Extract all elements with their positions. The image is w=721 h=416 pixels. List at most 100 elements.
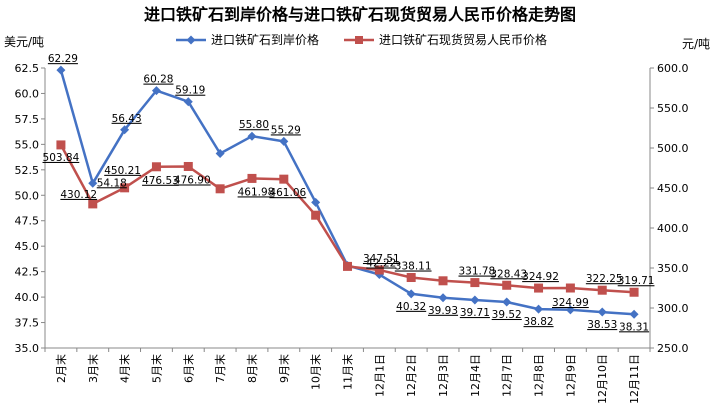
series-2-point (56, 140, 66, 150)
y-right-tick-label: 400.0 (657, 222, 689, 235)
y-right-tick-label: 550.0 (657, 102, 689, 115)
series-1-point (215, 149, 225, 159)
data-label-series-1: 59.19 (175, 85, 205, 97)
x-tick-label: 12月10日 (596, 354, 609, 404)
data-label-series-2: 461.98 (238, 186, 275, 198)
y-left-tick-label: 50.0 (15, 189, 40, 202)
data-label-series-1: 38.31 (619, 321, 649, 333)
series-1-point (502, 297, 512, 307)
x-tick-label: 4月末 (118, 354, 132, 383)
x-tick-label: 12月11日 (628, 354, 641, 404)
y-right-tick-label: 250.0 (657, 342, 689, 355)
series-2-point (311, 210, 321, 220)
series-markers (56, 65, 639, 319)
series-1-point (470, 295, 480, 305)
data-label-series-1: 38.53 (587, 319, 617, 331)
series-2-point (151, 162, 161, 172)
data-label-series-2: 450.21 (104, 165, 141, 177)
y-right-tick-label: 300.0 (657, 302, 689, 315)
y-left-unit-label: 美元/吨 (4, 35, 44, 49)
data-label-series-2: 476.53 (142, 175, 179, 187)
data-label-series-2: 319.71 (618, 275, 655, 287)
y-right-tick-label: 500.0 (657, 142, 689, 155)
series-1-point (56, 65, 66, 75)
data-label-series-2: 461.06 (269, 187, 306, 199)
series-1-point (279, 136, 289, 146)
x-tick-label: 7月末 (213, 354, 227, 383)
y-left-tick-label: 35.0 (15, 342, 40, 355)
series-2-point (629, 287, 639, 297)
data-label-series-2: 328.43 (490, 268, 527, 280)
data-label-series-1: 39.71 (460, 307, 490, 319)
series-1-point (438, 293, 448, 303)
x-tick-label: 9月末 (277, 354, 291, 383)
series-2-point (406, 273, 416, 283)
series-2-point (88, 199, 98, 209)
series-1-point (183, 97, 193, 107)
series-2-point (215, 184, 225, 194)
data-label-series-2: 322.25 (586, 273, 623, 285)
data-label-series-1: 42.22 (366, 257, 396, 269)
series-2-point (343, 261, 352, 271)
data-label-series-1: 55.29 (271, 124, 301, 136)
y-left-tick-label: 45.0 (15, 240, 40, 253)
data-label-series-1: 38.82 (524, 316, 554, 328)
series-1-point (629, 309, 639, 319)
x-tick-label: 2月末 (54, 354, 68, 383)
data-label-series-1: 62.29 (48, 53, 78, 65)
y-left-tick-label: 42.5 (15, 266, 40, 279)
data-label-series-1: 55.80 (239, 119, 269, 131)
data-label-series-2: 430.12 (60, 189, 97, 201)
y-right-tick-label: 350.0 (657, 262, 689, 275)
series-2-point (374, 265, 384, 275)
y-left-tick-label: 47.5 (15, 215, 40, 228)
x-tick-label: 12月9日 (564, 354, 577, 397)
data-label-series-1: 39.52 (492, 309, 522, 321)
x-tick-label: 12月4日 (469, 354, 482, 397)
y-left-tick-label: 60.0 (15, 87, 40, 100)
x-tick-label: 12月7日 (501, 354, 514, 397)
series-1-point (151, 86, 161, 96)
series-1-point (597, 307, 607, 317)
series-2-point (247, 173, 257, 183)
data-label-series-1: 54.18 (97, 177, 127, 189)
data-label-series-1: 39.93 (428, 305, 458, 317)
y-right-tick-label: 450.0 (657, 182, 689, 195)
x-tick-label: 8月末 (245, 354, 259, 383)
data-label-series-2: 338.11 (395, 261, 432, 273)
data-label-series-2: 503.84 (43, 152, 80, 164)
series-2-point (470, 278, 480, 288)
y-left-tick-label: 37.5 (15, 317, 40, 330)
data-label-series-1: 60.28 (143, 74, 173, 86)
data-label-series-2: 324.92 (522, 271, 559, 283)
y-left-tick-label: 57.5 (15, 113, 40, 126)
legend-label-series-1: 进口铁矿石到岸价格 (211, 32, 319, 47)
x-tick-label: 5月末 (149, 354, 163, 383)
x-tick-label: 12月8日 (533, 354, 546, 397)
legend-marker-series-1 (186, 35, 196, 45)
series-2-point (565, 283, 575, 293)
axes: 35.0 37.5 40.0 42.5 45.0 47.5 50.0 52.5 55.0 57.5… (15, 62, 689, 404)
series-2-point (534, 283, 544, 293)
data-label-series-2: 324.99 (552, 297, 589, 309)
data-label-series-2: 347.51 (363, 253, 400, 265)
y-left-tick-label: 55.0 (15, 138, 40, 151)
x-tick-label: 3月末 (86, 354, 100, 383)
chart-title: 进口铁矿石到岸价格与进口铁矿石现货贸易人民币价格走势图 (144, 5, 576, 24)
y-left-tick-label: 62.5 (15, 62, 40, 75)
series-2-point (183, 161, 193, 171)
data-label-series-1: 40.32 (396, 301, 426, 313)
series-1-point (88, 178, 98, 188)
legend-marker-series-2 (355, 36, 363, 44)
x-tick-label: 12月1日 (373, 354, 386, 397)
series-1-point (565, 305, 575, 315)
y-left-tick-label: 52.5 (15, 164, 40, 177)
series-2-point (438, 276, 448, 286)
series-1-point (120, 125, 130, 135)
series-1-point (311, 197, 321, 207)
y-left-tick-label: 40.0 (15, 291, 40, 304)
x-tick-label: 12月3日 (437, 354, 450, 397)
legend-label-series-2: 进口铁矿石现货贸易人民币价格 (379, 32, 547, 47)
